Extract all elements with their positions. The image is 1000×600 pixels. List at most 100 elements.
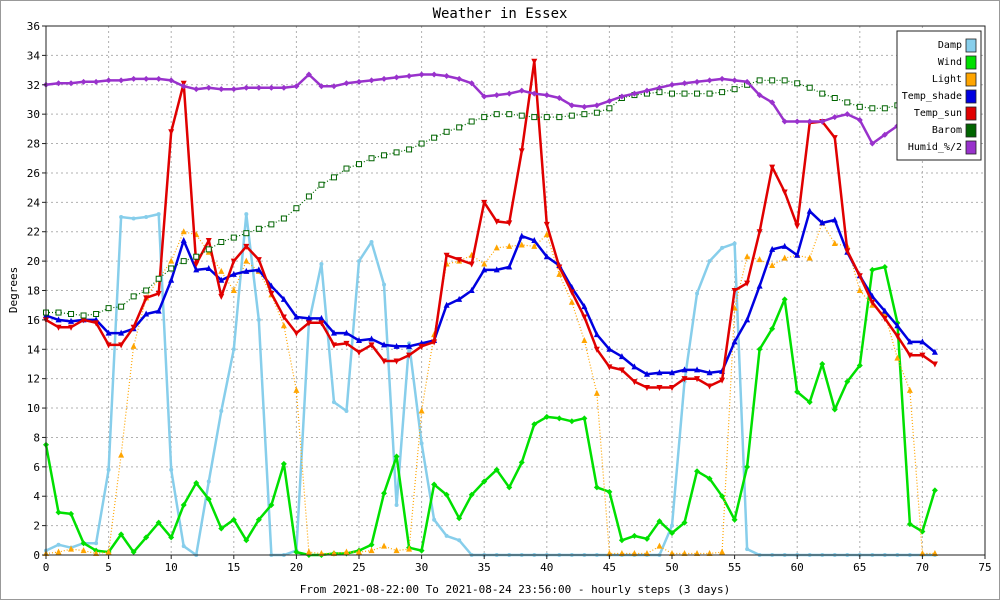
barom-point [719, 89, 726, 96]
humid-2-point [343, 80, 350, 87]
damp-point [119, 215, 124, 220]
light-point [581, 336, 588, 343]
humid-2-point [105, 77, 112, 84]
temp-shade-point [293, 313, 300, 320]
y-tick-label: 0 [33, 549, 40, 562]
barom-point [343, 165, 350, 172]
temp-shade-point [193, 266, 200, 273]
temp-sun-point [418, 343, 425, 350]
wind-point [769, 325, 776, 332]
humid-2-point [556, 95, 563, 102]
light-point [556, 270, 563, 277]
wind-point [280, 460, 287, 467]
y-tick-label: 14 [27, 343, 41, 356]
barom-point [118, 303, 125, 310]
wind-point [669, 529, 675, 536]
temp-shade-point [493, 266, 500, 273]
temp-shade-point [531, 237, 538, 244]
temp-shade-point [606, 345, 613, 352]
temp-sun-point [318, 320, 325, 327]
barom-point [669, 90, 675, 97]
barom-point [493, 111, 500, 118]
light-point [381, 542, 388, 549]
wind-point [68, 510, 75, 517]
temp-shade-point [731, 338, 738, 345]
humid-2-point [543, 92, 550, 99]
y-tick-label: 18 [27, 285, 40, 298]
humid-2-point [568, 102, 575, 109]
temp-shade-point [255, 266, 262, 273]
light-point [180, 228, 187, 235]
damp-point [344, 408, 349, 413]
x-tick-label: 20 [290, 561, 303, 574]
wind-point [381, 490, 388, 497]
humid-2-point [243, 84, 250, 91]
temp-shade-point [681, 366, 688, 373]
barom-point [781, 77, 788, 84]
temp-sun-point [631, 379, 638, 386]
light-point [80, 547, 87, 554]
series-temp-sun [43, 58, 938, 391]
x-tick-label: 10 [165, 561, 178, 574]
barom-point [293, 205, 300, 212]
light-point [856, 287, 863, 293]
damp-point [181, 544, 186, 549]
y-tick-label: 2 [33, 520, 40, 533]
light-point [894, 354, 901, 361]
legend-swatch-temp-sun [965, 106, 977, 121]
temp-sun-point [393, 358, 400, 365]
humid-2-point [230, 86, 237, 93]
temp-shade-point [68, 317, 75, 324]
temp-sun-point [706, 383, 713, 390]
wind-point [193, 479, 200, 486]
barom-point [93, 311, 100, 318]
damp-point [169, 467, 174, 472]
barom-point [330, 174, 337, 181]
x-tick-label: 60 [791, 561, 804, 574]
humid-2-point [443, 72, 450, 79]
damp-point [382, 282, 387, 287]
wind-point [581, 415, 588, 422]
series-barom [43, 77, 938, 319]
humid-2-point [819, 118, 826, 125]
temp-sun-point [80, 317, 87, 324]
temp-sun-point [431, 339, 438, 346]
wind-point [543, 413, 550, 420]
barom-point [80, 312, 87, 319]
humid-2-point [293, 83, 300, 90]
temp-shade-point [794, 251, 801, 258]
series-wind [43, 263, 938, 558]
light-point [593, 389, 600, 396]
temp-shade-point [456, 295, 463, 302]
wind-point [481, 478, 488, 485]
wind-point [456, 515, 463, 522]
humid-2-point [681, 80, 688, 87]
temp-sun-point [681, 376, 688, 383]
damp-point [732, 241, 737, 246]
temp-sun-point [593, 346, 600, 353]
temp-shade-point [894, 322, 901, 329]
temp-sun-point [205, 238, 212, 245]
temp-sun-point [568, 289, 575, 296]
temp-shade-point [631, 363, 638, 370]
x-tick-label: 40 [540, 561, 553, 574]
temp-shade-point [706, 369, 713, 376]
barom-point [731, 86, 738, 93]
barom-point [456, 124, 463, 131]
wind-point [831, 406, 838, 413]
temp-shade-point [118, 329, 125, 336]
barom-point [243, 230, 250, 237]
humid-2-point [406, 72, 413, 79]
temp-shade-point [506, 263, 513, 270]
temp-shade-point [468, 287, 475, 293]
barom-point [368, 155, 375, 162]
legend-swatch-wind [965, 55, 977, 70]
wind-line [44, 265, 937, 557]
temp-sun-point [894, 333, 901, 340]
temp-sun-point [456, 257, 463, 264]
grid [46, 26, 985, 555]
humid-2-point [794, 118, 801, 125]
damp-point [369, 240, 374, 245]
legend-label-humid-2: Humid_%/2 [908, 142, 962, 153]
